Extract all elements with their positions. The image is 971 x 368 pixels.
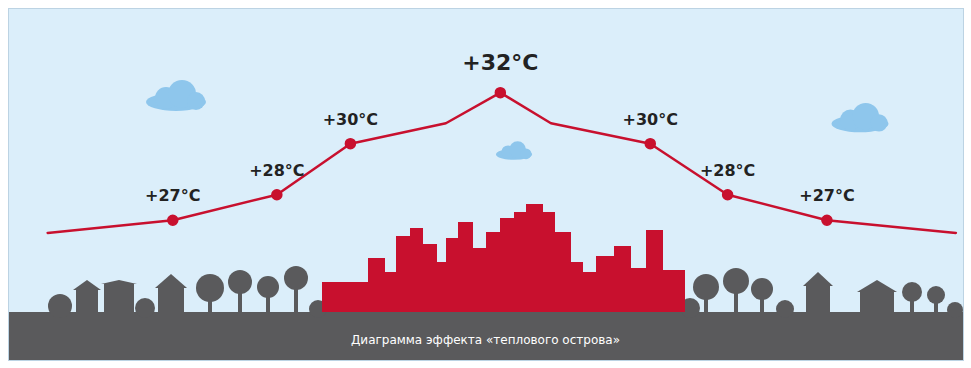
svg-text:+30°C: +30°C <box>623 110 678 129</box>
svg-text:+28°C: +28°C <box>700 161 755 180</box>
svg-text:Диаграмма эффекта «теплового о: Диаграмма эффекта «теплового острова» <box>351 333 620 347</box>
svg-text:+28°C: +28°C <box>249 161 304 180</box>
svg-text:+32°C: +32°C <box>462 50 538 75</box>
svg-text:+30°C: +30°C <box>323 110 378 129</box>
svg-text:+27°C: +27°C <box>145 186 200 205</box>
svg-text:+27°C: +27°C <box>799 186 854 205</box>
